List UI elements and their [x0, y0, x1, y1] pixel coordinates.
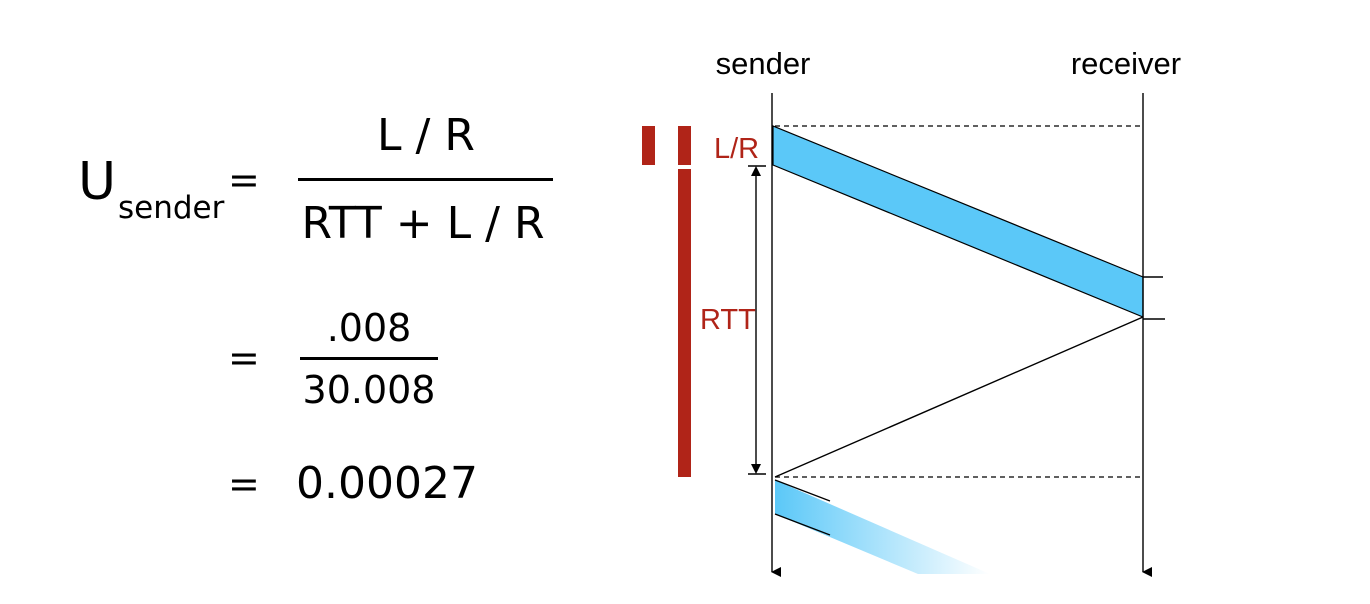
rtt-arrow-top — [751, 166, 761, 176]
utilization-symbol: U — [78, 152, 117, 212]
step2-numerator: .008 — [326, 306, 412, 350]
fraction-bar — [298, 178, 553, 181]
rtt-arrow-bottom — [751, 464, 761, 474]
utilization-result: 0.00027 — [296, 458, 478, 509]
rtt-period-bar — [678, 169, 691, 477]
sender-label: sender — [716, 46, 811, 81]
fraction-numerator: L / R — [377, 110, 475, 161]
step2-denominator: 30.008 — [302, 368, 436, 412]
fraction-denominator: RTT + L / R — [301, 198, 545, 249]
step2-fraction-bar — [300, 357, 438, 360]
rtt-label: RTT — [700, 304, 756, 336]
next-packet-upper-edge — [774, 479, 831, 502]
sender-busy-bar — [642, 126, 655, 165]
lr-period-bar — [678, 126, 691, 165]
utilization-subscript: sender — [118, 190, 225, 226]
equals-sign-1: = — [228, 158, 260, 202]
next-packet-band — [775, 480, 990, 574]
ack-line — [774, 316, 1144, 478]
next-packet-lower-edge — [774, 513, 831, 536]
receiver-label: receiver — [1071, 46, 1181, 81]
packet-transmission-band — [772, 125, 1144, 318]
lr-label: L/R — [714, 133, 759, 165]
equals-sign-3: = — [228, 462, 260, 506]
equals-sign-2: = — [228, 336, 260, 380]
